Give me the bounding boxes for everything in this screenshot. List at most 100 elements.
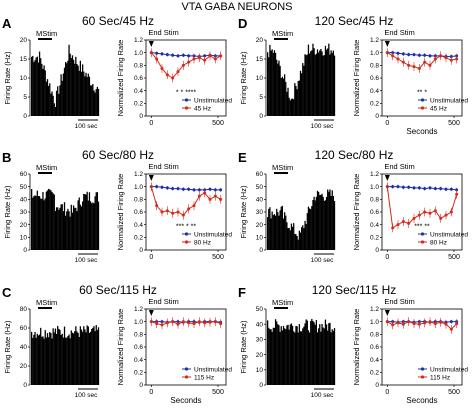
- legend-entry: 45 Hz: [430, 105, 447, 112]
- hist-bar: [272, 215, 274, 250]
- hist-bar: [51, 91, 53, 116]
- data-point: [187, 321, 191, 325]
- hist-bar: [70, 204, 72, 250]
- hist-bar: [291, 325, 294, 385]
- data-point: [192, 322, 196, 326]
- hist-bar: [269, 207, 271, 250]
- hist-bar: [281, 205, 284, 250]
- hist-bar: [69, 216, 71, 250]
- hist-bar: [313, 48, 315, 116]
- data-point: [391, 323, 395, 327]
- hist-bar: [89, 201, 92, 250]
- y-axis-label: Normalized Firing Rate: [116, 40, 125, 117]
- hist-bar: [87, 326, 89, 385]
- hist-y-tick-label: 60: [256, 171, 264, 178]
- hist-bar: [77, 200, 79, 250]
- hist-bar: [67, 208, 69, 250]
- y-tick-label: 0.4: [134, 88, 143, 95]
- hist-bar: [92, 327, 94, 385]
- data-point: [155, 322, 159, 326]
- hist-bar: [59, 207, 61, 250]
- panel-b: B 60 Sec/80 Hz 60 50 40 30 20 10 0 Firing Rate (H…: [2, 148, 232, 264]
- hist-bar: [59, 85, 61, 116]
- hist-bar: [330, 50, 332, 116]
- hist-y-tick-label: 20: [256, 222, 264, 229]
- hist-bar: [316, 332, 319, 385]
- chart-frame: [381, 39, 463, 117]
- hist-bar: [328, 191, 330, 250]
- y-tick-label: 0.8: [370, 197, 379, 204]
- x-tick-label: 500: [212, 254, 224, 261]
- hist-bar: [311, 318, 313, 385]
- hist-bar: [276, 321, 278, 385]
- hist-bar: [97, 327, 100, 385]
- hist-y-tick-label: 40: [20, 344, 28, 351]
- y-tick-label: 0.4: [134, 222, 143, 229]
- series-unstimulated: [149, 50, 223, 59]
- y-tick-label: 0.8: [370, 63, 379, 70]
- data-point: [165, 209, 169, 213]
- data-point: [449, 58, 453, 62]
- hist-bar: [83, 71, 85, 116]
- legend-marker: [184, 240, 189, 244]
- hist-bar: [315, 320, 318, 385]
- data-point: [401, 52, 405, 56]
- data-point: [444, 322, 448, 326]
- hist-bar: [282, 78, 285, 116]
- hist-y-tick-label: 5: [259, 94, 263, 101]
- mstim-label: MStim: [36, 298, 57, 307]
- hist-bar: [69, 338, 71, 385]
- x-axis-label: Seconds: [170, 396, 201, 405]
- hist-bar: [92, 84, 94, 116]
- y-tick-label: 0.4: [370, 357, 379, 364]
- hist-bar: [69, 53, 71, 116]
- hist-bar: [96, 86, 99, 116]
- hist-bar: [68, 211, 70, 250]
- hist-bar: [270, 329, 272, 385]
- hist-bar: [65, 215, 67, 250]
- hist-bar: [40, 198, 42, 250]
- data-point: [171, 320, 175, 324]
- x-axis-label: Seconds: [406, 396, 437, 405]
- data-point: [197, 320, 201, 324]
- hist-bar: [299, 70, 302, 116]
- data-point: [181, 53, 185, 57]
- data-point: [149, 320, 153, 324]
- hist-bar: [291, 226, 294, 250]
- x-tick-label: 0: [149, 254, 153, 261]
- hist-bar: [313, 322, 315, 385]
- hist-bar: [327, 189, 329, 250]
- hist-y-tick-label: 0: [259, 247, 263, 254]
- hist-bar: [306, 54, 308, 116]
- hist-bar: [290, 98, 293, 116]
- panel-title: 120 Sec/80 Hz: [315, 148, 394, 162]
- hist-bar: [302, 63, 304, 116]
- y-tick-label: 0.2: [370, 235, 379, 242]
- legend-marker: [420, 98, 425, 102]
- hist-y-tick-label: 0: [23, 247, 27, 254]
- hist-bar: [85, 332, 87, 385]
- hist-bar: [57, 207, 59, 250]
- x-tick-label: 500: [212, 389, 224, 396]
- y-tick-label: 1.0: [134, 50, 143, 57]
- data-point: [412, 65, 416, 69]
- hist-y-tick-label: 30: [256, 209, 264, 216]
- hist-y-tick-label: 10: [256, 75, 264, 82]
- firing-histogram: 80 60 40 20 0 Firing Rate (Hz) MStim 100 sec: [3, 298, 100, 399]
- panel-title: 60 Sec/115 Hz: [79, 283, 157, 297]
- hist-y-tick-label: 80: [20, 306, 28, 313]
- hist-bar: [293, 223, 295, 250]
- hist-bar: [294, 83, 296, 116]
- hist-bar: [318, 52, 320, 116]
- data-point: [203, 321, 207, 325]
- data-point: [187, 187, 191, 191]
- hist-bar: [75, 207, 77, 250]
- firing-histogram: 50 40 30 20 10 0 Firing Rate (Hz) MStim 100 sec: [239, 298, 336, 399]
- hist-bar: [79, 326, 82, 385]
- hist-bar: [89, 331, 92, 385]
- hist-bar: [44, 330, 46, 385]
- legend-marker: [184, 98, 189, 102]
